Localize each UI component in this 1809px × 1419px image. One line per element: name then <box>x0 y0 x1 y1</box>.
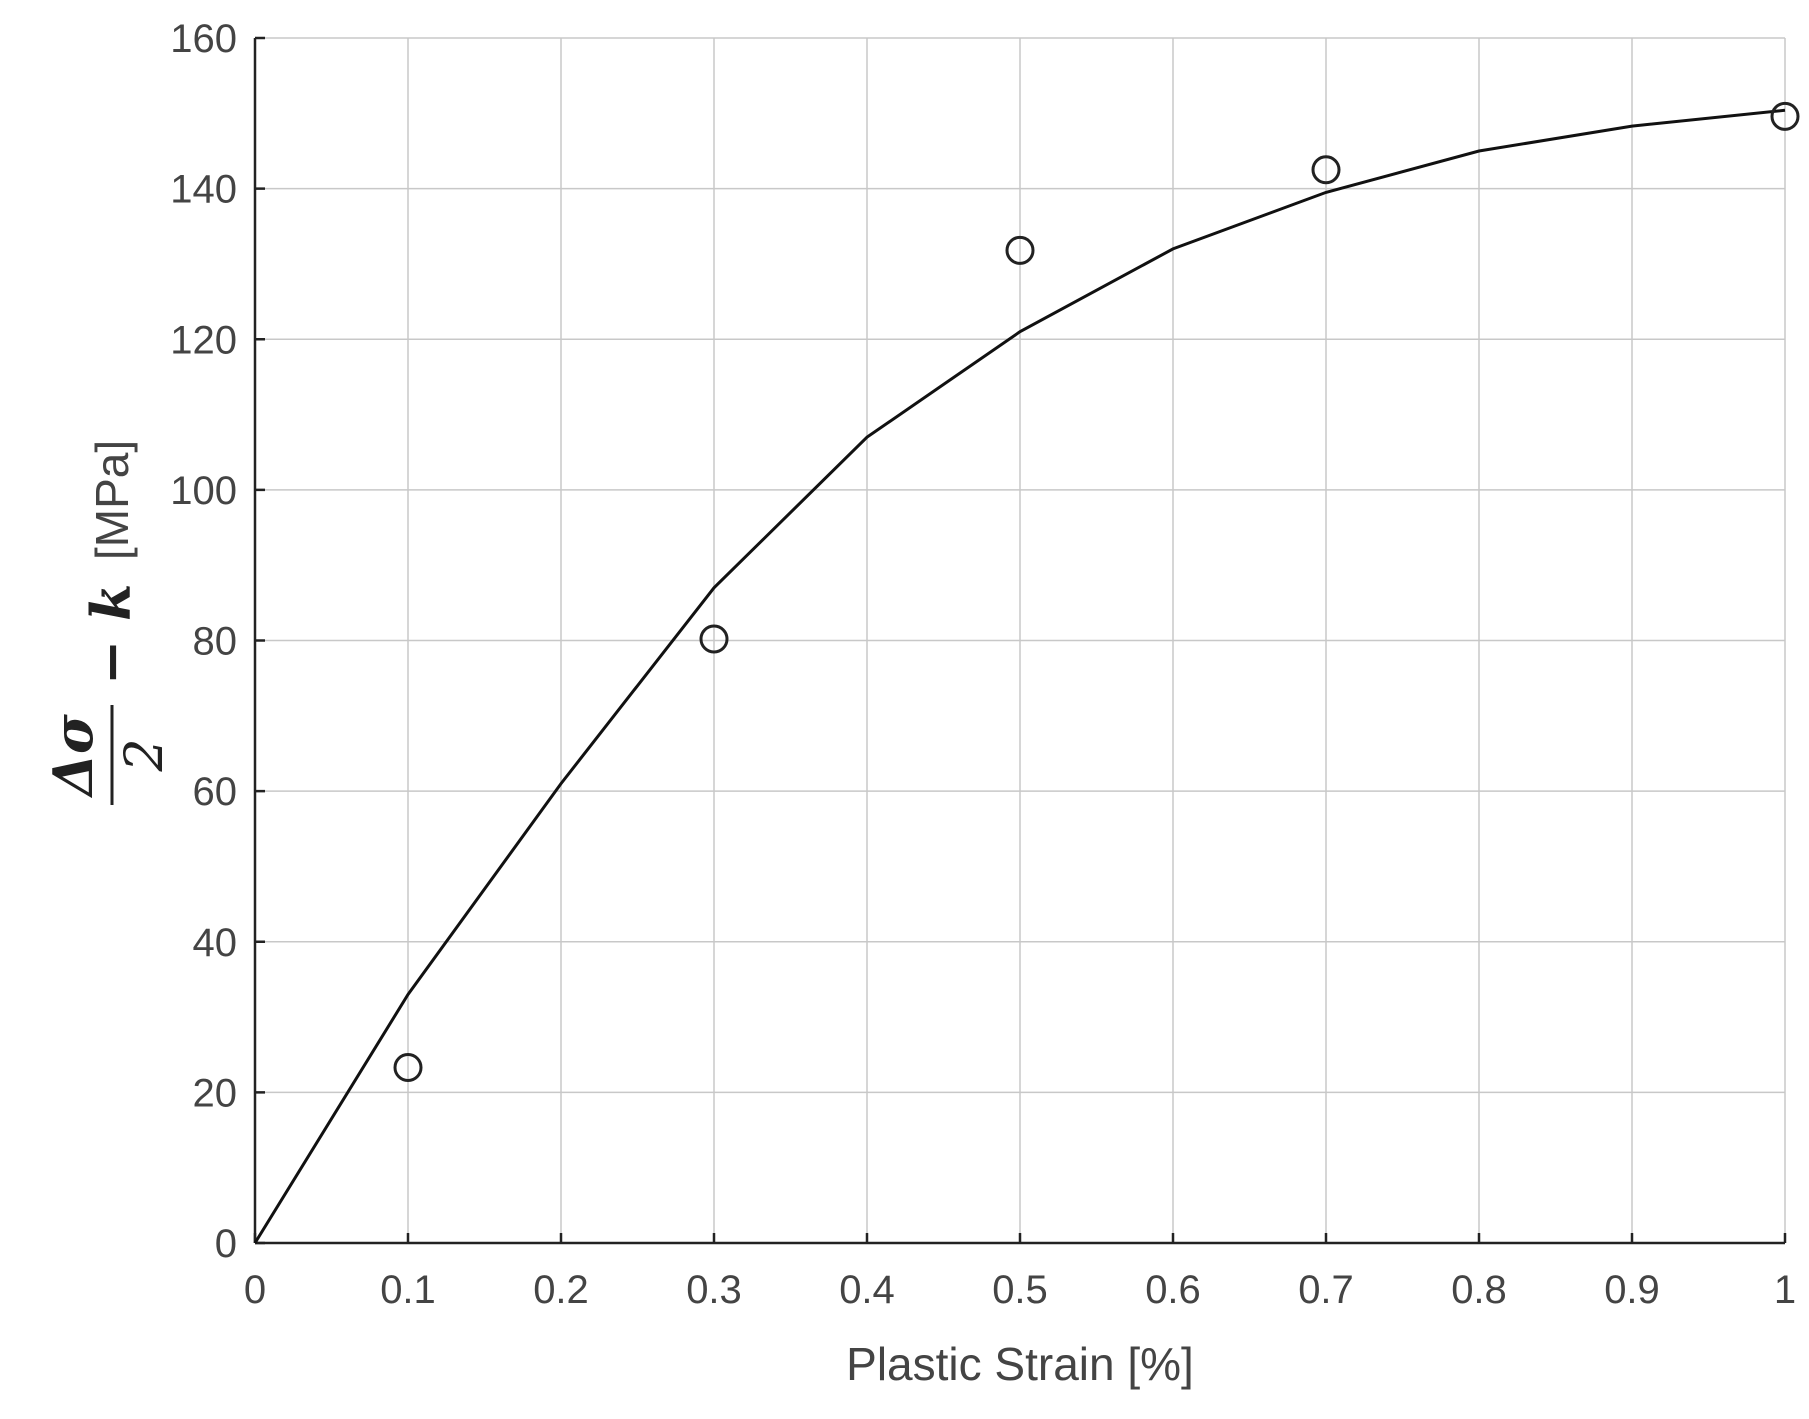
data-point <box>1005 235 1035 265</box>
y-axis-title: Δσ 2 − k [MPa] <box>41 440 175 805</box>
x-tick-label: 0.6 <box>1145 1268 1201 1312</box>
ticks <box>253 36 1787 1245</box>
x-tick-label: 0.8 <box>1451 1268 1507 1312</box>
fit-curve <box>253 108 1786 1244</box>
x-tick-label: 0.1 <box>380 1268 436 1312</box>
y-axis-title-minus-k: − k <box>79 584 143 685</box>
x-tick-label: 0.9 <box>1604 1268 1660 1312</box>
data-point <box>699 624 729 654</box>
x-tick-label: 0.3 <box>686 1268 742 1312</box>
y-axis-title-unit: [MPa] <box>86 440 138 560</box>
x-axis-title: Plastic Strain [%] <box>846 1338 1194 1390</box>
y-tick-label: 0 <box>215 1222 237 1266</box>
x-tick-label: 1 <box>1774 1268 1796 1312</box>
data-point <box>393 1053 423 1083</box>
x-tick-label: 0.4 <box>839 1268 895 1312</box>
x-tick-labels: 0 0.1 0.2 0.3 0.4 0.5 0.6 0.7 0.8 0.9 1 <box>244 1268 1796 1312</box>
y-tick-labels: 0 20 40 60 80 100 120 140 160 <box>170 17 237 1266</box>
y-tick-label: 60 <box>193 770 238 814</box>
y-tick-label: 100 <box>170 469 237 513</box>
grid <box>255 37 1786 1243</box>
y-tick-label: 120 <box>170 318 237 362</box>
y-tick-label: 160 <box>170 17 237 61</box>
x-tick-label: 0.7 <box>1298 1268 1354 1312</box>
data-point <box>1770 101 1800 131</box>
x-tick-label: 0.2 <box>533 1268 589 1312</box>
y-tick-label: 40 <box>193 921 238 965</box>
y-tick-label: 140 <box>170 168 237 212</box>
x-tick-label: 0.5 <box>992 1268 1048 1312</box>
y-axis-title-numerator: Δσ <box>41 714 105 799</box>
y-tick-label: 80 <box>193 620 238 664</box>
y-tick-label: 20 <box>193 1071 238 1115</box>
x-tick-label: 0 <box>244 1268 266 1312</box>
series <box>253 101 1800 1244</box>
data-point <box>1311 155 1341 185</box>
y-axis-title-denominator: 2 <box>115 738 175 772</box>
